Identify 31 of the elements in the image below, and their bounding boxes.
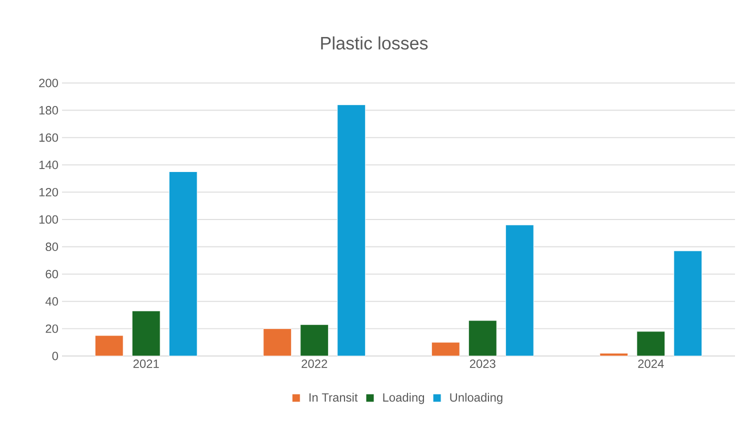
bar	[468, 320, 497, 356]
bar	[600, 353, 628, 356]
chart-title: Plastic losses	[321, 36, 428, 50]
bar	[94, 335, 124, 356]
bar	[132, 310, 160, 356]
bar	[168, 171, 198, 356]
y-tick-label: 200	[39, 78, 58, 88]
legend-label: Loading	[383, 392, 424, 404]
bar	[431, 342, 460, 356]
bar	[674, 250, 702, 356]
y-tick-label: 40	[45, 297, 58, 306]
bar	[636, 331, 666, 356]
legend-label: In Transit	[309, 392, 358, 402]
y-tick-label: 20	[46, 324, 58, 333]
bar	[337, 104, 366, 356]
y-tick-label: 180	[39, 106, 58, 115]
bar	[505, 224, 534, 356]
y-tick-label: 80	[46, 242, 58, 252]
y-tick-label: 60	[46, 270, 58, 278]
x-tick-label: 2022	[302, 360, 328, 368]
y-tick-label: 100	[39, 215, 58, 224]
y-tick-label: 120	[39, 188, 58, 196]
y-tick-label: 0	[52, 352, 58, 360]
x-tick-label: 2023	[470, 360, 496, 368]
y-tick-label: 140	[39, 160, 58, 170]
x-tick-label: 2024	[638, 360, 664, 368]
bar	[300, 324, 329, 356]
legend-label: Unloading	[450, 392, 502, 404]
bar	[263, 328, 292, 356]
y-tick-label: 160	[39, 133, 58, 142]
x-tick-label: 2021	[133, 360, 159, 368]
